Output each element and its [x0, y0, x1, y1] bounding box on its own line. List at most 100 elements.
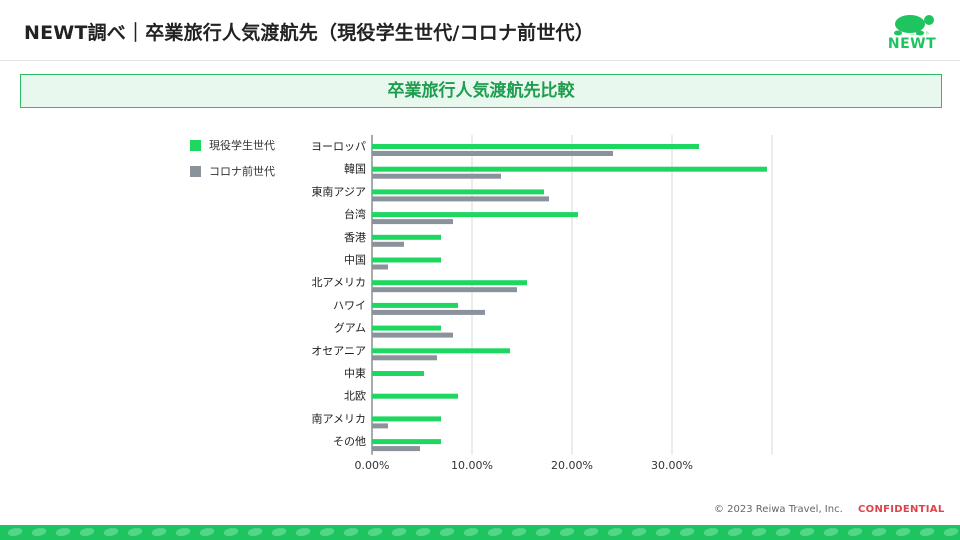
category-label: 東南アジア — [311, 185, 366, 198]
band-turtle-mark — [438, 528, 456, 536]
category-label: 中東 — [344, 367, 366, 380]
band-turtle-mark — [342, 528, 360, 536]
band-turtle-mark — [606, 528, 624, 536]
bar-current — [372, 439, 441, 445]
bar-current — [372, 393, 458, 399]
category-label: ハワイ — [333, 299, 366, 312]
category-label: ヨーロッパ — [311, 140, 366, 153]
copyright-text: © 2023 Reiwa Travel, Inc. — [714, 504, 843, 515]
band-turtle-mark — [6, 528, 24, 536]
band-turtle-mark — [150, 528, 168, 536]
category-label: 香港 — [344, 231, 366, 244]
band-turtle-mark — [222, 528, 240, 536]
band-turtle-mark — [870, 528, 888, 536]
band-turtle-mark — [126, 528, 144, 536]
section-title: 卒業旅行人気渡航先比較 — [20, 74, 942, 108]
logo-subtext: ニュート — [910, 31, 931, 37]
bar-current — [372, 212, 578, 218]
x-tick-label: 10.00% — [451, 459, 493, 472]
bar-precovid — [372, 151, 613, 156]
bar-current — [372, 257, 441, 263]
chart-legend: 現役学生世代 コロナ前世代 — [190, 134, 275, 186]
bar-precovid — [372, 264, 388, 270]
legend-swatch-precovid — [190, 165, 201, 177]
bar-precovid — [372, 355, 437, 361]
band-turtle-mark — [366, 528, 384, 536]
band-turtle-mark — [702, 528, 720, 536]
band-turtle-mark — [774, 528, 792, 536]
category-label: オセアニア — [311, 344, 366, 357]
band-turtle-mark — [78, 528, 96, 536]
category-label: その他 — [333, 435, 366, 448]
band-turtle-mark — [54, 528, 72, 536]
bar-current — [372, 234, 441, 240]
band-turtle-mark — [654, 528, 672, 536]
band-turtle-mark — [390, 528, 408, 536]
band-turtle-mark — [678, 528, 696, 536]
band-turtle-mark — [558, 528, 576, 536]
band-turtle-mark — [726, 528, 744, 536]
bar-precovid — [372, 287, 517, 293]
band-turtle-mark — [894, 528, 912, 536]
bar-current — [372, 325, 441, 331]
band-turtle-mark — [846, 528, 864, 536]
bar-precovid — [372, 219, 453, 225]
category-label: 北欧 — [344, 390, 366, 403]
x-tick-label: 0.00% — [355, 459, 390, 472]
band-turtle-mark — [534, 528, 552, 536]
legend-swatch-current — [190, 139, 201, 151]
category-label: 北アメリカ — [312, 276, 366, 289]
bar-current — [372, 302, 458, 308]
bar-precovid — [372, 332, 453, 338]
bar-current — [372, 280, 527, 286]
bar-current — [372, 144, 699, 149]
legend-label-current: 現役学生世代 — [209, 139, 275, 152]
bar-current — [372, 416, 441, 422]
band-turtle-mark — [30, 528, 48, 536]
category-label: 韓国 — [344, 163, 366, 176]
bar-current — [372, 189, 544, 195]
x-tick-label: 20.00% — [551, 459, 593, 472]
band-turtle-mark — [822, 528, 840, 536]
band-turtle-mark — [510, 528, 528, 536]
band-turtle-mark — [270, 528, 288, 536]
band-turtle-mark — [198, 528, 216, 536]
bottom-brand-band — [0, 525, 960, 540]
band-turtle-mark — [918, 528, 936, 536]
band-turtle-mark — [294, 528, 312, 536]
category-label: 南アメリカ — [312, 412, 366, 425]
category-label: 中国 — [344, 254, 366, 267]
band-turtle-mark — [630, 528, 648, 536]
category-label: グアム — [334, 321, 366, 335]
band-turtle-mark — [942, 528, 960, 536]
bar-current — [372, 166, 767, 172]
band-turtle-mark — [486, 528, 504, 536]
band-turtle-mark — [174, 528, 192, 536]
turtle-icon — [894, 15, 934, 36]
bar-precovid — [372, 309, 485, 315]
newt-logo: ニュート NEWT — [886, 10, 938, 52]
bar-precovid — [372, 423, 388, 429]
header-divider — [0, 60, 960, 61]
legend-item-precovid: コロナ前世代 — [190, 160, 275, 182]
band-turtle-mark — [102, 528, 120, 536]
confidential-label: CONFIDENTIAL — [858, 504, 945, 515]
band-turtle-mark — [462, 528, 480, 536]
logo-text: NEWT — [887, 36, 937, 52]
band-turtle-mark — [750, 528, 768, 536]
page-title: NEWT調べ｜卒業旅行人気渡航先（現役学生世代/コロナ前世代） — [24, 22, 594, 44]
band-turtle-mark — [414, 528, 432, 536]
bar-precovid — [372, 196, 549, 202]
x-tick-label: 30.00% — [651, 459, 693, 472]
bar-current — [372, 371, 424, 376]
legend-label-precovid: コロナ前世代 — [209, 165, 275, 178]
bar-current — [372, 348, 510, 354]
category-label: 台湾 — [344, 207, 366, 221]
band-turtle-mark — [582, 528, 600, 536]
band-turtle-mark — [318, 528, 336, 536]
bar-precovid — [372, 173, 501, 179]
bar-precovid — [372, 241, 404, 247]
legend-item-current: 現役学生世代 — [190, 134, 275, 156]
bar-precovid — [372, 446, 420, 452]
